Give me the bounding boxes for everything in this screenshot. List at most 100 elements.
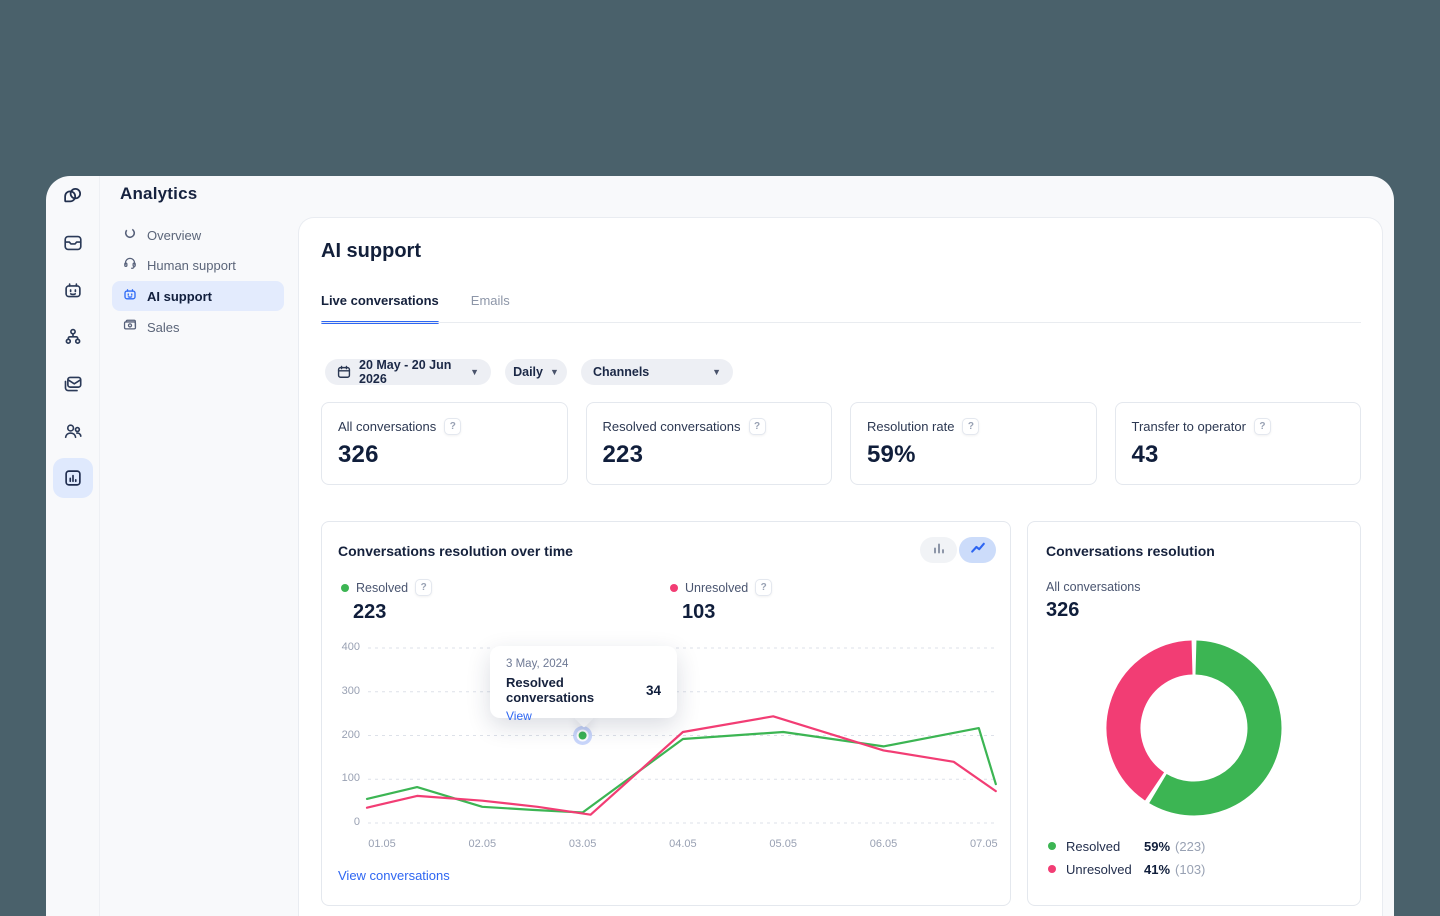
legend-value: 223 bbox=[353, 601, 387, 623]
legend-count: (103) bbox=[1175, 861, 1206, 877]
donut-slice-resolved bbox=[1149, 640, 1282, 816]
sidebar-item-label: Overview bbox=[147, 227, 202, 243]
stats-row: All conversations ? 326 Resolved convers… bbox=[321, 402, 1361, 485]
tooltip-value: 34 bbox=[645, 682, 661, 698]
resolved-dot-icon bbox=[341, 583, 349, 592]
stat-value: 43 bbox=[1131, 441, 1159, 468]
legend-unresolved: Unresolved ? 103 bbox=[670, 579, 773, 624]
x-axis-label: 07.05 bbox=[970, 838, 998, 850]
sidebar-item-sales[interactable]: Sales bbox=[112, 312, 284, 342]
reports-icon[interactable] bbox=[62, 467, 84, 489]
x-axis-label: 04.05 bbox=[669, 838, 697, 850]
chart-tooltip: 3 May, 2024 Resolved conversations 34 Vi… bbox=[490, 646, 677, 723]
tab-live-conversations[interactable]: Live conversations bbox=[321, 293, 439, 324]
legend-label: Unresolved bbox=[685, 580, 749, 595]
legend-percent: 59% bbox=[1144, 838, 1171, 854]
help-icon[interactable]: ? bbox=[748, 418, 766, 435]
stat-card-transfer-to-operator: Transfer to operator ? 43 bbox=[1114, 402, 1361, 485]
legend-count: (223) bbox=[1175, 838, 1206, 854]
legend-value: 103 bbox=[682, 601, 716, 623]
bar-chart-toggle-button[interactable] bbox=[920, 537, 957, 563]
donut-chart-title: Conversations resolution bbox=[1046, 543, 1215, 559]
series-unresolved bbox=[365, 715, 997, 816]
donut-slice-unresolved bbox=[1106, 640, 1194, 801]
legend-label: Resolved bbox=[356, 580, 409, 595]
chart-type-toggle bbox=[920, 537, 996, 563]
donut-subtitle: All conversations bbox=[1046, 580, 1141, 594]
line-chart-card: Conversations resolution over time bbox=[321, 521, 1011, 906]
help-icon[interactable]: ? bbox=[755, 579, 773, 596]
unresolved-dot-icon bbox=[1048, 865, 1056, 873]
resolved-dot-icon bbox=[1048, 842, 1056, 850]
tooltip-label: Resolved conversations bbox=[506, 675, 595, 705]
bar-chart-icon bbox=[930, 539, 948, 562]
sidebar-item-overview[interactable]: Overview bbox=[112, 220, 284, 250]
page-header-title: Analytics bbox=[120, 184, 198, 203]
x-axis-label: 05.05 bbox=[769, 838, 797, 850]
marker-dot bbox=[576, 729, 589, 742]
channels-select[interactable]: Channels ▼ bbox=[581, 359, 733, 385]
tab-divider bbox=[321, 322, 1361, 323]
interval-select[interactable]: Daily ▼ bbox=[505, 359, 567, 385]
line-chart-toggle-button[interactable] bbox=[959, 537, 996, 563]
stat-label: Resolved conversations bbox=[602, 419, 741, 434]
y-axis-label: 0 bbox=[353, 816, 360, 828]
donut-legend-row-resolved: Resolved 59% (223) bbox=[1048, 838, 1205, 854]
tooltip-view-link[interactable]: View bbox=[506, 709, 532, 723]
campaigns-icon[interactable] bbox=[62, 373, 84, 395]
view-conversations-link[interactable]: View conversations bbox=[338, 868, 450, 883]
donut-chart-card: Conversations resolution All conversatio… bbox=[1027, 521, 1361, 906]
help-icon[interactable]: ? bbox=[1253, 418, 1271, 435]
stat-label: All conversations bbox=[338, 419, 437, 434]
automation-icon[interactable] bbox=[62, 326, 84, 348]
inbox-icon[interactable] bbox=[62, 232, 84, 254]
legend-percent: 41% bbox=[1144, 861, 1171, 877]
donut-chart-plot[interactable] bbox=[1106, 640, 1282, 816]
stat-label: Transfer to operator bbox=[1131, 419, 1246, 434]
page-title: AI support bbox=[321, 240, 421, 262]
y-axis-label: 400 bbox=[341, 641, 360, 653]
x-axis-label: 01.05 bbox=[368, 838, 396, 850]
date-range-picker[interactable]: 20 May - 20 Jun 2026 ▼ bbox=[325, 358, 491, 386]
help-icon[interactable]: ? bbox=[415, 579, 433, 596]
team-icon[interactable] bbox=[62, 420, 84, 442]
date-range-value: 20 May - 20 Jun 2026 bbox=[359, 358, 452, 386]
overview-icon bbox=[122, 225, 138, 246]
chevron-down-icon: ▼ bbox=[549, 367, 559, 377]
headset-icon bbox=[122, 255, 138, 276]
icon-rail bbox=[46, 176, 100, 916]
tab-bar: Live conversations Emails bbox=[321, 293, 510, 324]
channels-value: Channels bbox=[593, 365, 650, 379]
stat-card-all-conversations: All conversations ? 326 bbox=[321, 402, 568, 485]
y-axis-label: 100 bbox=[341, 772, 360, 785]
line-chart-title: Conversations resolution over time bbox=[338, 543, 573, 559]
chatbot-icon[interactable] bbox=[62, 279, 84, 301]
logo-icon[interactable] bbox=[62, 185, 84, 207]
tooltip-date: 3 May, 2024 bbox=[506, 658, 569, 670]
help-icon[interactable]: ? bbox=[962, 418, 980, 435]
banknote-icon bbox=[122, 317, 138, 338]
x-axis-label: 03.05 bbox=[568, 838, 597, 850]
legend-resolved: Resolved ? 223 bbox=[341, 579, 433, 624]
stat-value: 326 bbox=[338, 441, 379, 468]
line-chart-plot[interactable] bbox=[322, 642, 1012, 842]
y-axis-label: 200 bbox=[341, 728, 360, 741]
x-axis-label: 02.05 bbox=[468, 838, 497, 850]
unresolved-dot-icon bbox=[670, 583, 678, 592]
stat-card-resolved-conversations: Resolved conversations ? 223 bbox=[585, 402, 832, 485]
sidebar-item-label: AI support bbox=[147, 288, 212, 304]
x-axis-label: 06.05 bbox=[869, 838, 898, 850]
sidebar-item-human-support[interactable]: Human support bbox=[112, 250, 284, 280]
stat-card-resolution-rate: Resolution rate ? 59% bbox=[850, 402, 1097, 485]
chevron-down-icon: ▼ bbox=[712, 367, 721, 377]
legend-label: Resolved bbox=[1066, 838, 1121, 854]
sidebar-item-ai-support[interactable]: AI support bbox=[112, 281, 284, 311]
main-content-panel: AI support Live conversations Emails 20 … bbox=[298, 217, 1383, 916]
robot-icon bbox=[122, 286, 138, 307]
legend-label: Unresolved bbox=[1066, 861, 1132, 877]
stat-value: 223 bbox=[602, 441, 644, 468]
help-icon[interactable]: ? bbox=[444, 418, 462, 435]
line-chart-icon bbox=[969, 539, 987, 562]
tab-emails[interactable]: Emails bbox=[470, 293, 510, 308]
sidebar-item-label: Sales bbox=[147, 319, 180, 335]
